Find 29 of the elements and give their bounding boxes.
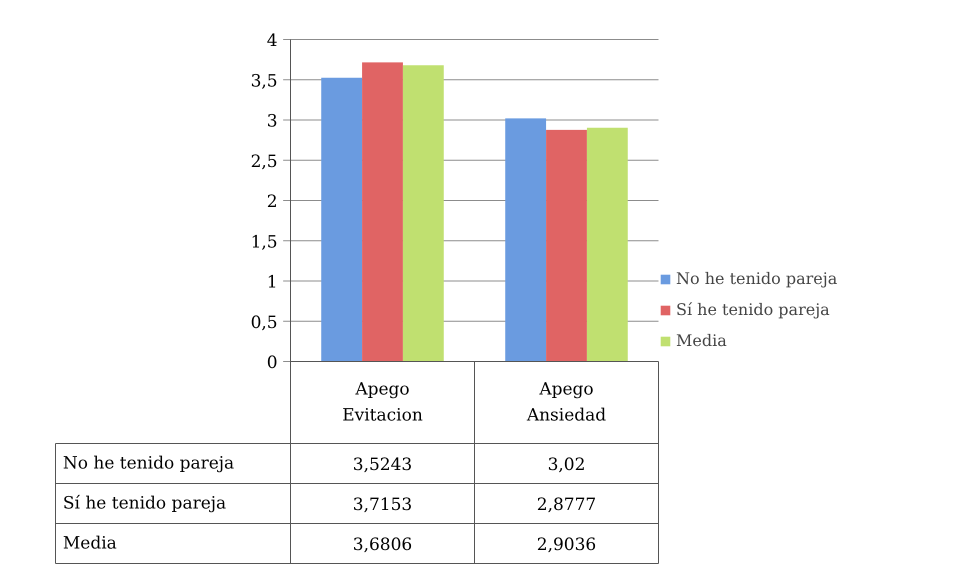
y-tick-label: 2,5: [250, 152, 278, 172]
data-label: 3,6806: [352, 535, 412, 555]
bar: [402, 65, 444, 362]
bar: [546, 130, 587, 362]
text: Media: [62, 534, 117, 554]
y-tick-label: 1,5: [250, 232, 278, 252]
data-label: 2,8777: [536, 495, 596, 515]
y-tick-label: 0: [266, 353, 278, 373]
y-tick-label: 3: [266, 112, 278, 132]
y-tick-label: 1: [266, 272, 278, 292]
legend-label: Sí he tenido pareja: [676, 300, 830, 319]
data-label: 3,5243: [352, 455, 412, 475]
legend-label: Media: [676, 331, 727, 350]
bar: [586, 128, 628, 362]
bar: [321, 78, 362, 362]
text: Sí he tenido pareja: [62, 494, 226, 514]
legend-label: No he tenido pareja: [676, 269, 838, 288]
data-label: 3,02: [548, 455, 586, 475]
y-tick-label: 3,5: [250, 71, 278, 92]
data-label: 2,9036: [536, 535, 596, 555]
bar: [362, 62, 403, 362]
y-tick-label: 4: [266, 31, 278, 51]
text: No he tenido pareja: [62, 454, 234, 474]
y-tick-label: 2: [266, 192, 278, 212]
x-tick-label: Apego Ansiedad: [526, 380, 606, 426]
data-label: 3,7153: [352, 495, 412, 515]
y-tick-label: 0,5: [250, 312, 278, 333]
x-tick-label: Apego Evitacion: [342, 380, 423, 426]
bar: [505, 118, 546, 362]
